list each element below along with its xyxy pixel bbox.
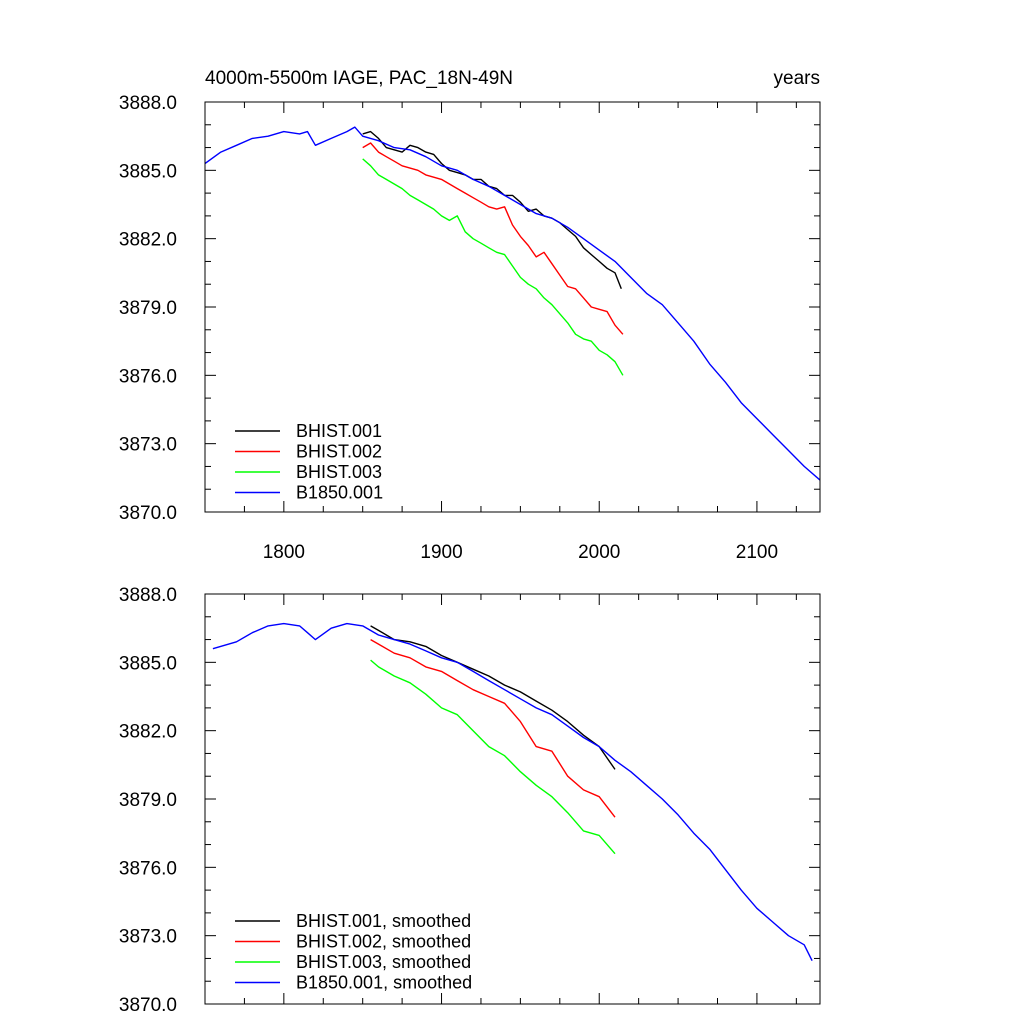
x-tick-label: 1900 (420, 542, 462, 563)
series-line-bhist-002-smoothed (370, 638, 616, 818)
series-line-bhist-001 (362, 130, 622, 290)
y-tick-label: 3873.0 (119, 435, 177, 456)
legend-label: BHIST.003 (296, 462, 382, 482)
plot-area (212, 622, 813, 962)
plot-frame (204, 593, 821, 1005)
legend-label: BHIST.002, smoothed (296, 932, 471, 952)
y-tick-label: 3888.0 (119, 93, 177, 114)
y-tick-label: 3873.0 (119, 927, 177, 948)
y-tick-label: 3882.0 (119, 722, 177, 743)
plot-frame (204, 101, 821, 513)
y-tick-label: 3870.0 (119, 995, 177, 1016)
series-line-bhist-001-smoothed (370, 625, 616, 770)
x-tick-label: 2000 (578, 542, 620, 563)
series-line-b1850-001-smoothed (212, 622, 813, 962)
top-panel: 4000m-5500m IAGE, PAC_18N-49N years 3870.0… (119, 68, 821, 563)
legend-label: BHIST.001, smoothed (296, 911, 471, 931)
legend-label: B1850.001 (296, 483, 383, 503)
y-tick-label: 3870.0 (119, 503, 177, 524)
chart-title-right: years (774, 68, 820, 89)
series-line-bhist-002 (362, 142, 624, 335)
y-tick-label: 3879.0 (119, 790, 177, 811)
legend-label: B1850.001, smoothed (296, 973, 472, 993)
y-tick-label: 3876.0 (119, 366, 177, 387)
x-tick-label: 2100 (736, 542, 778, 563)
y-tick-label: 3888.0 (119, 585, 177, 606)
x-tick-label: 1800 (263, 542, 305, 563)
y-tick-label: 3885.0 (119, 161, 177, 182)
plot-area (205, 126, 820, 481)
series-line-b1850-001 (205, 126, 820, 481)
legend-label: BHIST.001 (296, 421, 382, 441)
y-tick-label: 3882.0 (119, 230, 177, 251)
series-line-bhist-003-smoothed (370, 659, 616, 855)
y-tick-label: 3885.0 (119, 653, 177, 674)
legend-label: BHIST.003, smoothed (296, 952, 471, 972)
y-tick-label: 3879.0 (119, 298, 177, 319)
y-tick-label: 3876.0 (119, 858, 177, 879)
bottom-panel: 3870.0 3873.0 3876.0 3879.0 3882.0 3885.0 3888… (119, 585, 821, 1016)
legend-label: BHIST.002 (296, 442, 382, 462)
chart-title: 4000m-5500m IAGE, PAC_18N-49N (205, 68, 513, 89)
series-line-bhist-003 (362, 158, 624, 376)
